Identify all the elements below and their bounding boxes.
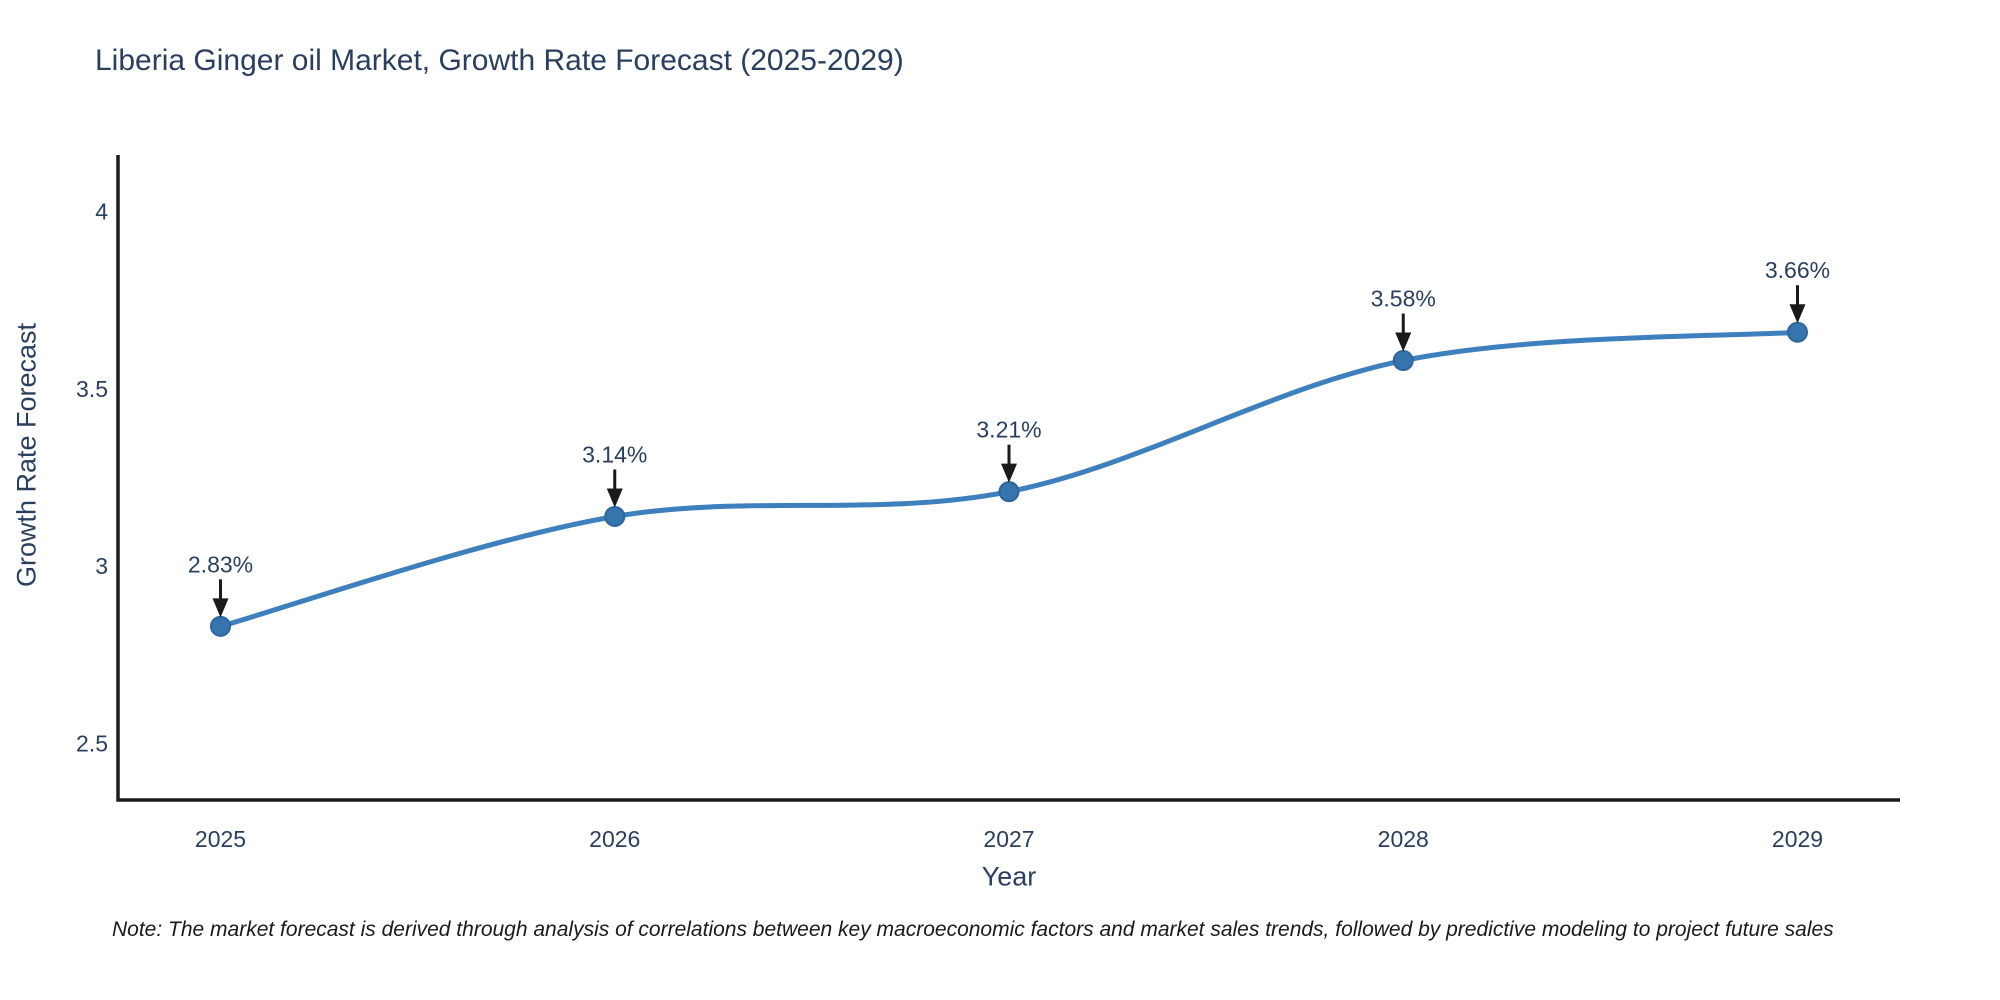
- y-tick-label: 3: [95, 553, 108, 579]
- point-annotation-label: 3.58%: [1371, 286, 1436, 312]
- annotation-arrowhead-icon: [212, 598, 229, 618]
- y-tick-label: 3.5: [76, 376, 108, 402]
- point-annotation: 3.66%: [1765, 257, 1830, 324]
- chart-title: Liberia Ginger oil Market, Growth Rate F…: [95, 44, 904, 77]
- data-point-marker: [210, 615, 232, 637]
- x-axis-title: Year: [981, 861, 1037, 892]
- x-tick-label: 2027: [983, 826, 1034, 852]
- point-annotation-label: 3.66%: [1765, 257, 1830, 283]
- x-tick-label: 2029: [1772, 826, 1823, 852]
- y-axis-title: Growth Rate Forecast: [11, 322, 42, 588]
- annotation-arrowhead-icon: [1789, 304, 1806, 324]
- data-point-marker: [998, 481, 1020, 503]
- point-annotation: 2.83%: [188, 551, 253, 618]
- data-point-marker: [604, 505, 626, 527]
- data-point-marker: [1392, 350, 1414, 372]
- annotation-arrowhead-icon: [1395, 332, 1412, 352]
- data-point-marker: [1786, 321, 1808, 343]
- axis-spines: [116, 155, 1900, 802]
- y-tick-label: 2.5: [76, 730, 108, 756]
- point-annotation-label: 3.14%: [582, 441, 647, 467]
- footnote: Note: The market forecast is derived thr…: [112, 918, 1834, 941]
- point-annotation: 3.21%: [976, 417, 1042, 483]
- y-tick-label: 4: [95, 199, 108, 225]
- annotation-arrowhead-icon: [606, 488, 623, 508]
- point-annotation: 3.14%: [582, 441, 647, 508]
- annotation-arrowhead-icon: [1001, 463, 1017, 483]
- x-tick-label: 2026: [589, 826, 640, 852]
- point-annotation: 3.58%: [1371, 286, 1436, 352]
- point-annotation-label: 2.83%: [188, 551, 253, 577]
- x-tick-label: 2025: [195, 826, 246, 852]
- point-annotation-label: 3.21%: [976, 417, 1041, 443]
- x-tick-label: 2028: [1378, 826, 1429, 852]
